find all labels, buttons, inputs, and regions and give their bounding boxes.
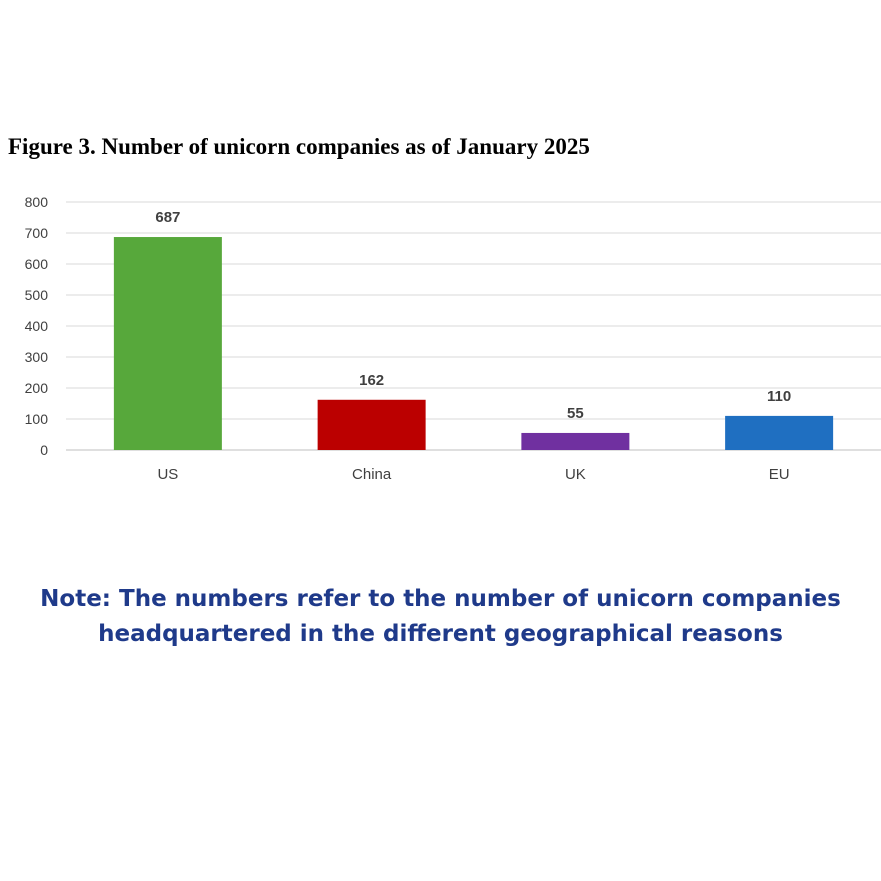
y-tick-label-700: 700: [25, 225, 49, 241]
bar-china: [317, 399, 426, 450]
y-tick-label-200: 200: [25, 380, 49, 396]
category-label-uk: UK: [565, 466, 586, 483]
category-label-eu: EU: [769, 466, 790, 483]
y-tick-label-100: 100: [25, 411, 49, 427]
category-label-us: US: [157, 466, 178, 483]
y-tick-label-300: 300: [25, 349, 49, 365]
data-label-uk: 55: [567, 405, 584, 422]
category-label-china: China: [352, 466, 392, 483]
chart-title: Figure 3. Number of unicorn companies as…: [8, 134, 590, 159]
y-axis-ticks: 0 100 200 300 400 500 600 700 800: [25, 194, 49, 458]
bar-uk: [521, 432, 630, 450]
data-label-china: 162: [359, 372, 384, 389]
bar-eu: [725, 415, 834, 450]
data-label-eu: 110: [767, 388, 791, 405]
data-labels: 687 162 55 110: [155, 209, 791, 422]
y-tick-label-400: 400: [25, 318, 49, 334]
y-tick-label-800: 800: [25, 194, 49, 210]
note-line-2: headquartered in the different geographi…: [98, 621, 783, 647]
note-line-1: Note: The numbers refer to the number of…: [40, 586, 841, 612]
bar-chart: 0 100 200 300 400 500 600 700 800 687 162 55 110 US…: [25, 194, 881, 483]
data-label-us: 687: [155, 209, 180, 226]
x-axis-categories: US China UK EU: [157, 466, 789, 483]
bars: [113, 237, 834, 450]
y-tick-label-0: 0: [40, 442, 48, 458]
chart-note: Note: The numbers refer to the number of…: [0, 582, 881, 652]
y-tick-label-500: 500: [25, 287, 49, 303]
bar-us: [113, 237, 222, 450]
y-tick-label-600: 600: [25, 256, 49, 272]
